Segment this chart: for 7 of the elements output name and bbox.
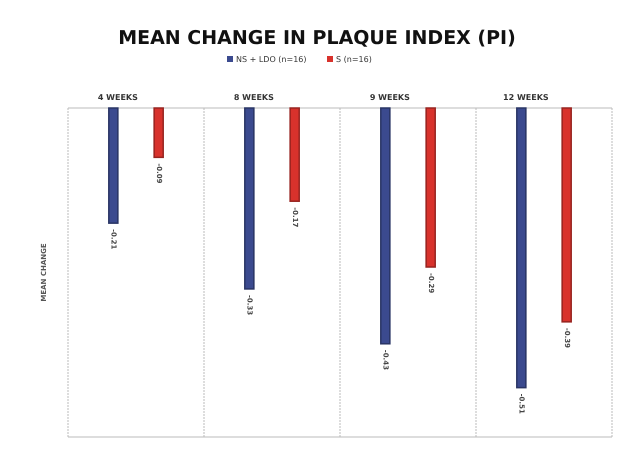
chart-title: MEAN CHANGE IN PLAQUE INDEX (PI): [118, 27, 516, 49]
x-tick-label: 12 WEEKS: [503, 93, 549, 102]
x-tick-label: 4 WEEKS: [98, 93, 138, 102]
legend-label: NS + LDO (n=16): [236, 55, 307, 64]
x-tick-label: 9 WEEKS: [370, 93, 410, 102]
legend-label: S (n=16): [336, 55, 372, 64]
x-tick-label: 8 WEEKS: [234, 93, 274, 102]
